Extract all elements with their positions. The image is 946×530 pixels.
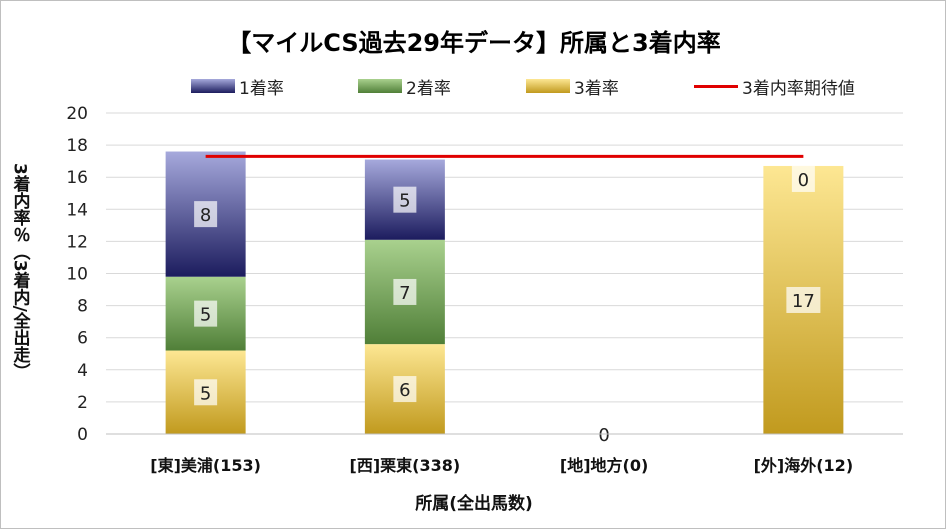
y-tick-label: 4 [77,361,88,381]
legend-item-1st: 1着率 [191,75,284,99]
legend-label-3rd: 3着率 [574,78,619,99]
y-axis-title: 3着内率％（3着内/全出走） [5,121,35,421]
y-tick-label: 8 [77,297,88,317]
data-label-bg [194,300,218,327]
data-label-bg [393,376,417,403]
data-label: 0 [798,170,809,191]
y-tick-label: 18 [66,136,88,156]
data-label: 17 [792,291,815,312]
legend-label-1st: 1着率 [239,78,284,99]
data-label: 0 [598,425,609,446]
data-label-bg [393,186,417,213]
legend-swatch-3rd [526,79,570,93]
legend-line-expected [694,84,738,88]
data-label: 5 [200,305,211,326]
legend-swatch-1st [191,79,235,93]
data-label: 8 [200,205,211,226]
y-tick-label: 2 [77,393,88,413]
x-tick-label: [西]栗東(338) [350,456,461,475]
y-tick-label: 20 [66,104,88,124]
legend-item-2nd: 2着率 [358,75,451,99]
y-tick-label: 0 [77,425,88,445]
y-tick-label: 16 [66,168,88,188]
legend-label-2nd: 2着率 [406,78,451,99]
data-label-bg [194,201,218,228]
x-tick-label: [地]地方(0) [560,456,648,475]
y-tick-label: 12 [66,232,88,252]
data-label-bg [786,286,821,313]
data-label-bg [791,165,815,192]
data-label: 5 [399,191,410,212]
legend-label-expected: 3着内率期待値 [742,78,855,99]
legend-item-expected: 3着内率期待値 [694,75,855,99]
y-tick-label: 10 [66,265,88,285]
chart-title: 【マイルCS過去29年データ】所属と3着内率 [227,29,721,57]
y-axis-title-text: 3着内率％（3着内/全出走） [9,162,30,380]
data-label: 7 [399,283,410,304]
y-tick-label: 14 [66,200,88,220]
legend-item-3rd: 3着率 [526,75,619,99]
x-tick-label: [外]海外(12) [754,456,854,475]
x-tick-label: [東]美浦(153) [150,456,261,475]
legend-swatch-2nd [358,79,402,93]
x-axis-title: 所属(全出馬数) [415,494,533,514]
data-label: 5 [200,383,211,404]
y-tick-label: 6 [77,329,88,349]
data-label: 6 [399,380,410,401]
data-label-bg [194,379,218,406]
data-label-bg [393,278,417,305]
